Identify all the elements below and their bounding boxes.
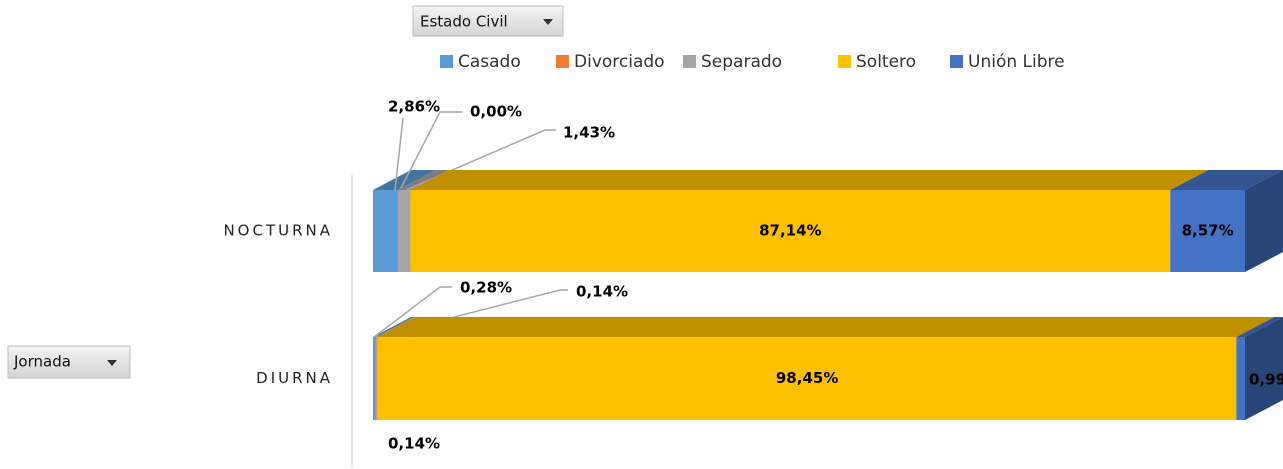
bar-top-face <box>373 317 414 337</box>
bar-top-face <box>376 317 416 337</box>
category-label: DIURNA <box>256 369 333 387</box>
bar-top-face <box>375 317 415 337</box>
legend-label: Casado <box>458 52 521 72</box>
leader-line <box>373 286 452 338</box>
bar-top-face <box>1236 317 1283 337</box>
bar-segment <box>375 337 377 420</box>
data-label: 8,57% <box>1182 222 1234 240</box>
legend-label: Soltero <box>856 52 916 72</box>
filter-button[interactable]: Estado Civil <box>412 5 564 37</box>
bar-side-face <box>1245 317 1283 420</box>
bar-top-face <box>410 170 1209 190</box>
bar-segment <box>376 337 378 420</box>
data-label: 0,28% <box>460 279 512 297</box>
data-label: 0,99% <box>1249 371 1283 389</box>
legend-swatch <box>838 55 851 68</box>
bar-segment <box>1236 337 1245 420</box>
bar-top-face <box>397 170 449 190</box>
legend-swatch <box>556 55 569 68</box>
data-label: 0,14% <box>388 435 440 453</box>
leader-line <box>399 111 462 191</box>
bar-segment <box>1170 190 1245 272</box>
legend-swatch <box>950 55 963 68</box>
data-label: 87,14% <box>759 222 821 240</box>
bar-segment <box>377 337 1237 420</box>
bar-segment <box>373 337 376 420</box>
leader-line <box>394 117 404 191</box>
category-label: NOCTURNA <box>223 222 333 240</box>
bar-side-face <box>1245 170 1283 272</box>
legend-swatch <box>440 55 453 68</box>
filter-button-label: Jornada <box>13 353 71 371</box>
data-label: 0,00% <box>470 103 522 121</box>
bar-top-face <box>1170 170 1283 190</box>
data-label: 2,86% <box>388 98 440 116</box>
filter-button-label: Estado Civil <box>420 13 508 31</box>
data-label: 0,14% <box>576 283 628 301</box>
data-label: 1,43% <box>563 124 615 142</box>
bar-top-face <box>377 317 1275 337</box>
bar-segment <box>373 190 398 272</box>
legend-label: Unión Libre <box>968 52 1065 72</box>
legend-label: Divorciado <box>574 52 665 72</box>
legend-label: Separado <box>701 52 782 72</box>
data-label: 98,45% <box>776 369 838 387</box>
filter-button[interactable]: Jornada <box>7 345 131 379</box>
bar-segment <box>397 190 411 272</box>
bar-segment <box>410 190 1171 272</box>
legend-swatch <box>683 55 696 68</box>
